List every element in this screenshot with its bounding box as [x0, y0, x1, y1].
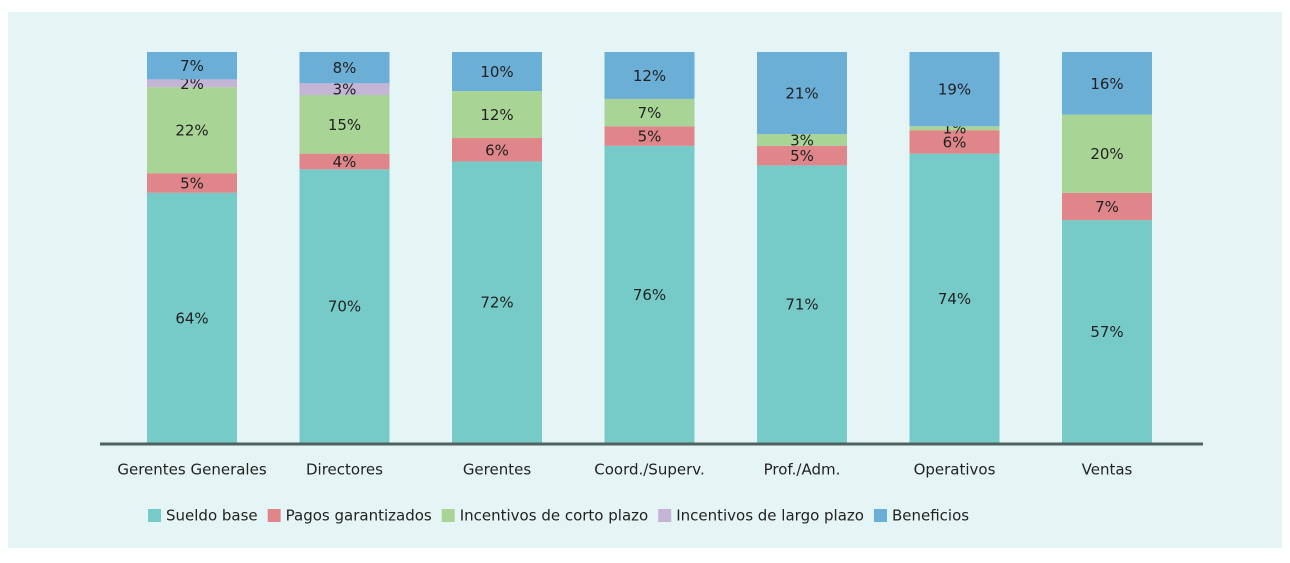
- bar-segment: [909, 52, 1000, 127]
- bar-segment: [604, 98, 695, 127]
- data-label: 7%: [638, 104, 662, 122]
- data-label: 19%: [938, 81, 971, 99]
- x-tick-label: Coord./Superv.: [594, 461, 705, 479]
- legend-label: Incentivos de largo plazo: [676, 507, 864, 525]
- data-label: 7%: [1095, 198, 1119, 216]
- bar-segment: [757, 145, 847, 166]
- bar-segment: [147, 79, 237, 88]
- bar-segment: [604, 52, 695, 99]
- data-label: 76%: [633, 286, 666, 304]
- legend-label: Beneficios: [892, 507, 969, 525]
- legend-swatch: [441, 509, 455, 522]
- data-label: 20%: [1090, 145, 1123, 163]
- data-label: 6%: [943, 133, 967, 151]
- bar-segment: [299, 95, 390, 154]
- data-label: 3%: [333, 81, 357, 99]
- bar-segment: [909, 126, 1000, 131]
- x-tick-label: Gerentes: [463, 461, 532, 479]
- data-label: 72%: [480, 294, 513, 312]
- data-label: 5%: [638, 128, 662, 146]
- bar-segment: [909, 153, 1000, 443]
- data-label: 4%: [333, 153, 357, 171]
- data-label: 74%: [938, 290, 971, 308]
- legend-swatch: [873, 509, 887, 522]
- bar-segment: [1062, 52, 1152, 115]
- data-label: 8%: [333, 59, 357, 77]
- data-label: 57%: [1090, 323, 1123, 341]
- bar-segment: [147, 192, 237, 443]
- data-label: 6%: [485, 141, 509, 159]
- x-tick-label: Ventas: [1082, 461, 1133, 479]
- data-label: 70%: [328, 298, 361, 316]
- bar-segment: [757, 52, 847, 135]
- data-label: 12%: [480, 106, 513, 124]
- legend-label: Incentivos de corto plazo: [460, 507, 648, 525]
- bar-segment: [299, 169, 390, 444]
- x-tick-label: Prof./Adm.: [764, 461, 841, 479]
- bar-segment: [1062, 220, 1152, 443]
- bar-segment: [299, 83, 390, 96]
- bar-segment: [757, 165, 847, 443]
- bar-segment: [147, 87, 237, 174]
- bar-segment: [1062, 192, 1152, 221]
- data-label: 22%: [175, 122, 208, 140]
- bar-segment: [757, 134, 847, 146]
- data-label: 16%: [1090, 75, 1123, 93]
- bar-segment: [147, 173, 237, 193]
- data-label: 71%: [785, 296, 818, 314]
- x-tick-label: Directores: [306, 461, 383, 479]
- x-tick-label: Gerentes Generales: [117, 461, 266, 479]
- data-label: 15%: [328, 116, 361, 134]
- data-label: 3%: [790, 131, 814, 149]
- bar-segment: [452, 52, 542, 92]
- bar-segment: [604, 126, 695, 146]
- x-tick-label: Operativos: [914, 461, 996, 479]
- bar-segment: [1062, 114, 1152, 193]
- bar-segment: [299, 153, 390, 170]
- data-label: 21%: [785, 85, 818, 103]
- bar-segment: [299, 52, 390, 84]
- bar-segment: [452, 91, 542, 139]
- bar-segment: [452, 138, 542, 162]
- data-label: 10%: [480, 63, 513, 81]
- bar-segment: [909, 130, 1000, 154]
- data-label: 64%: [175, 309, 208, 327]
- data-label: 12%: [633, 67, 666, 85]
- data-label: 7%: [180, 57, 204, 75]
- data-label: 5%: [180, 174, 204, 192]
- legend-label: Sueldo base: [166, 507, 258, 525]
- bar-segment: [452, 161, 542, 444]
- legend-swatch: [267, 509, 281, 522]
- legend-swatch: [148, 509, 161, 522]
- data-label: 5%: [790, 147, 814, 165]
- legend-swatch: [658, 509, 672, 522]
- legend-label: Pagos garantizados: [286, 507, 432, 525]
- bar-segment: [604, 145, 695, 443]
- bar-segment: [147, 52, 237, 80]
